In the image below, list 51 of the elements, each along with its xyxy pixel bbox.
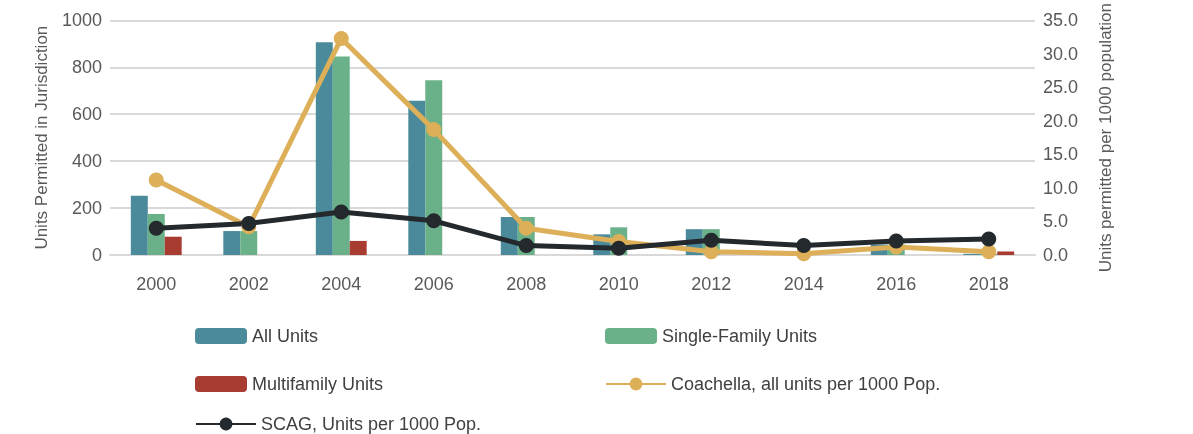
point <box>518 238 534 254</box>
point <box>796 238 812 254</box>
bar <box>240 231 258 255</box>
point <box>333 204 349 220</box>
y-tick-label: 1000 <box>61 10 102 31</box>
point <box>333 30 349 46</box>
y-tick-label: 400 <box>71 151 102 172</box>
y2-tick-label: 5.0 <box>1043 211 1069 232</box>
y2-tick-label: 35.0 <box>1043 10 1079 31</box>
x-tick-label: 2014 <box>783 274 824 294</box>
bar <box>130 195 148 255</box>
legend-label: SCAG, Units per 1000 Pop. <box>261 414 482 434</box>
x-tick-label: 2010 <box>598 274 639 294</box>
y2-tick-label: 30.0 <box>1043 43 1079 64</box>
legend-label: Single-Family Units <box>662 326 818 346</box>
x-tick-label: 2018 <box>968 274 1009 294</box>
x-tick-label: 2008 <box>506 274 547 294</box>
point <box>148 172 164 188</box>
point <box>888 233 904 249</box>
point <box>426 122 442 138</box>
x-tick-label: 2016 <box>876 274 917 294</box>
bar <box>349 240 367 255</box>
x-tick-label: 2000 <box>136 274 177 294</box>
x-tick-label: 2012 <box>691 274 732 294</box>
bar <box>408 100 426 255</box>
bar <box>997 251 1015 255</box>
point <box>426 213 442 229</box>
y2-tick-label: 25.0 <box>1043 77 1079 98</box>
bar <box>332 56 350 255</box>
y2-tick-label: 10.0 <box>1043 177 1079 198</box>
y2-tick-label: 0.0 <box>1043 245 1069 265</box>
legend-label: All Units <box>252 326 319 346</box>
x-tick-label: 2002 <box>228 274 269 294</box>
y-tick-label: 600 <box>71 104 102 125</box>
legend-label: Coachella, all units per 1000 Pop. <box>671 374 941 394</box>
bar <box>223 231 241 255</box>
y2-axis-title: Units permitted per 1000 population <box>1095 3 1115 273</box>
x-tick-label: 2004 <box>321 274 362 294</box>
point <box>981 231 997 247</box>
y-tick-label: 200 <box>71 198 102 219</box>
y2-tick-label: 20.0 <box>1043 110 1079 131</box>
x-tick-label: 2006 <box>413 274 454 294</box>
y-axis-title: Units Permitted in Jurisdiction <box>31 25 51 250</box>
legend-label: Multifamily Units <box>252 374 384 394</box>
y-tick-label: 800 <box>71 57 102 78</box>
point <box>981 244 997 260</box>
y2-tick-label: 15.0 <box>1043 144 1079 165</box>
bar <box>164 236 182 255</box>
y-tick-label: 0 <box>91 245 102 265</box>
point <box>241 215 257 231</box>
bar <box>315 42 333 255</box>
